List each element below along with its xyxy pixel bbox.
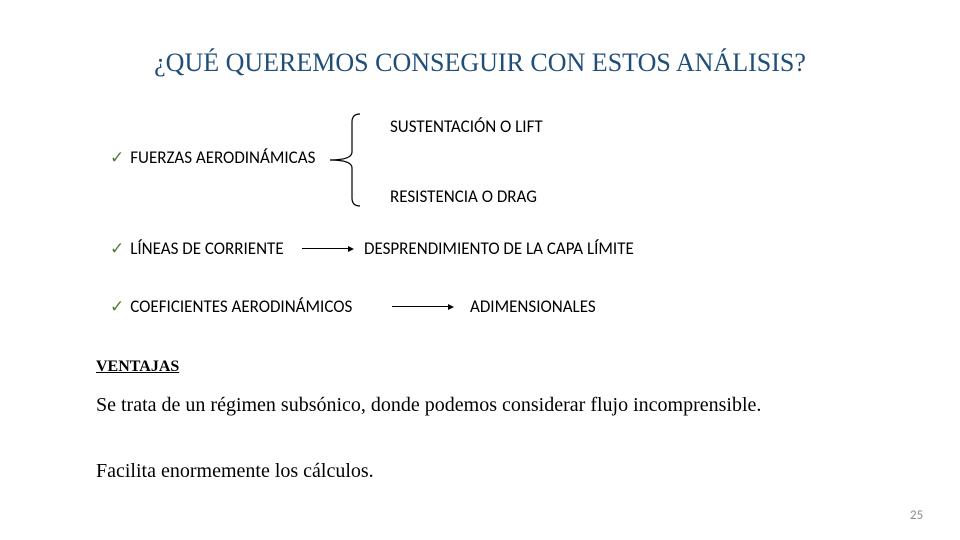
- check-icon: ✓: [110, 148, 124, 167]
- bullet-fuerzas: ✓ FUERZAS AERODINÁMICAS: [110, 147, 315, 168]
- label-resistencia: RESISTENCIA O DRAG: [390, 186, 537, 207]
- page-number: 25: [910, 508, 923, 523]
- arrow-coeficientes: [392, 306, 448, 307]
- arrow-head-icon: [448, 304, 454, 310]
- check-icon: ✓: [110, 297, 124, 316]
- brace-connector: [325, 104, 365, 216]
- check-icon: ✓: [110, 239, 124, 258]
- arrow-head-icon: [348, 246, 354, 252]
- bullet-text: LÍNEAS DE CORRIENTE: [130, 238, 283, 259]
- bullet-lineas: ✓ LÍNEAS DE CORRIENTE: [110, 238, 284, 259]
- paragraph: Se trata de un régimen subsónico, donde …: [96, 392, 896, 419]
- label-desprendimiento: DESPRENDIMIENTO DE LA CAPA LÍMITE: [364, 238, 634, 259]
- label-adimensionales: ADIMENSIONALES: [470, 296, 596, 317]
- bullet-coeficientes: ✓ COEFICIENTES AERODINÁMICOS: [110, 296, 352, 317]
- section-heading-ventajas: VENTAJAS: [96, 358, 179, 376]
- bullet-text: FUERZAS AERODINÁMICAS: [130, 147, 315, 168]
- page-title: ¿QUÉ QUEREMOS CONSEGUIR CON ESTOS ANÁLIS…: [0, 48, 960, 78]
- arrow-lineas: [302, 248, 348, 249]
- paragraph: Facilita enormemente los cálculos.: [96, 458, 896, 485]
- bullet-text: COEFICIENTES AERODINÁMICOS: [130, 296, 352, 317]
- label-sustentacion: SUSTENTACIÓN O LIFT: [390, 116, 543, 137]
